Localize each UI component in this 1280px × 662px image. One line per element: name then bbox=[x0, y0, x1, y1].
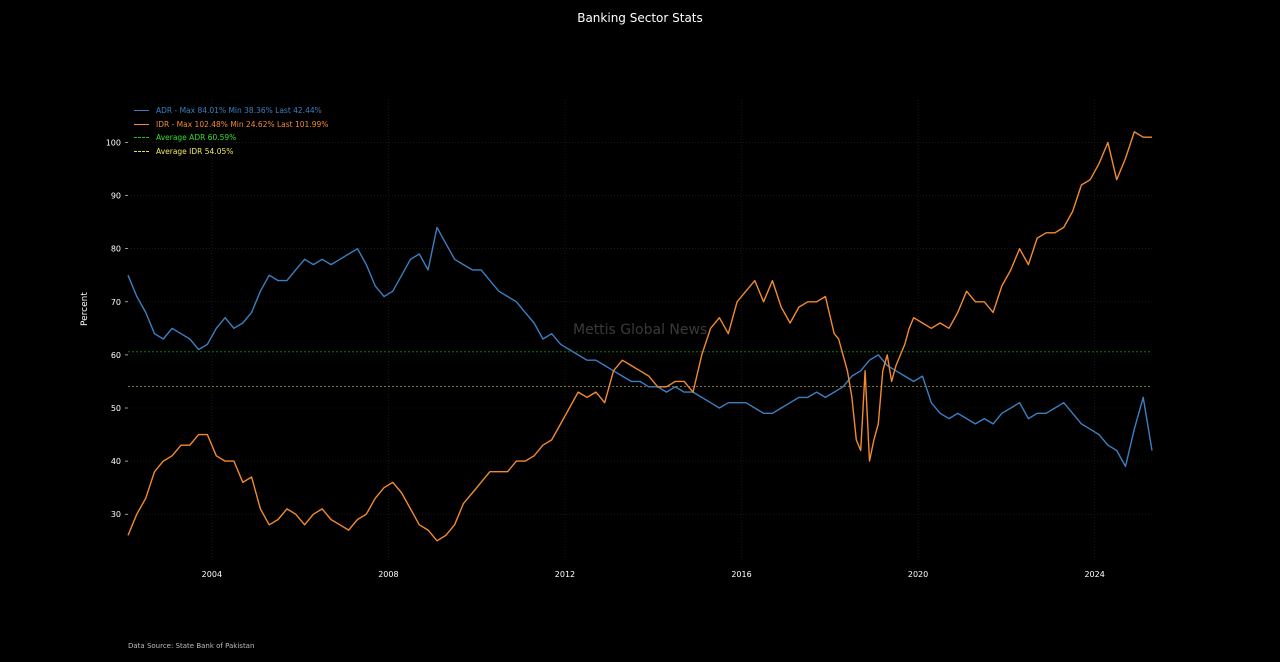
average-lines bbox=[128, 351, 1152, 387]
y-tick-label: 100 bbox=[106, 138, 121, 147]
adr-line bbox=[127, 226, 1153, 468]
legend-entry-average-idr: Average IDR 54.05% bbox=[134, 145, 328, 159]
x-tick-label: 2020 bbox=[908, 570, 928, 579]
y-tick-label: 90 bbox=[111, 192, 121, 201]
x-tick-label: 2004 bbox=[202, 570, 222, 579]
legend: ADR - Max 84.01% Min 38.36% Last 42.44% … bbox=[134, 104, 328, 158]
x-axis-ticks: 2004 2008 2012 2016 2020 2024 bbox=[202, 570, 1105, 579]
x-tick-label: 2016 bbox=[731, 570, 751, 579]
chart-title: Banking Sector Stats bbox=[577, 11, 703, 25]
legend-label-average-idr: Average IDR 54.05% bbox=[156, 146, 234, 156]
legend-label-average-adr: Average ADR 60.59% bbox=[156, 133, 237, 142]
legend-swatch-average-adr bbox=[134, 137, 149, 139]
series-lines bbox=[127, 131, 1153, 542]
legend-entry-average-adr: Average ADR 60.59% bbox=[134, 131, 328, 145]
legend-label-idr: IDR - Max 102.48% Min 24.62% Last 101.99… bbox=[156, 119, 329, 129]
y-tick-label: 50 bbox=[111, 404, 121, 413]
y-axis-label: Percent bbox=[80, 292, 90, 326]
y-tick-label: 30 bbox=[111, 510, 121, 519]
legend-entry-idr: IDR - Max 102.48% Min 24.62% Last 101.99… bbox=[134, 118, 328, 132]
watermark: Mettis Global News bbox=[573, 322, 708, 338]
x-tick-label: 2024 bbox=[1084, 570, 1104, 579]
y-tick-label: 70 bbox=[111, 298, 121, 307]
idr-line bbox=[127, 131, 1152, 542]
y-tick-label: 80 bbox=[111, 245, 121, 254]
legend-label-adr: ADR - Max 84.01% Min 38.36% Last 42.44% bbox=[156, 106, 322, 115]
legend-swatch-idr bbox=[134, 123, 149, 125]
legend-swatch-average-idr bbox=[134, 150, 149, 152]
data-source-note: Data Source: State Bank of Pakistan bbox=[128, 642, 255, 650]
x-tick-label: 2008 bbox=[378, 570, 398, 579]
y-axis-ticks: 30 40 50 60 70 80 90 100 bbox=[106, 138, 128, 519]
legend-swatch-adr bbox=[134, 110, 149, 112]
y-tick-label: 60 bbox=[111, 351, 121, 360]
legend-entry-adr: ADR - Max 84.01% Min 38.36% Last 42.44% bbox=[134, 104, 328, 118]
x-tick-label: 2012 bbox=[555, 570, 575, 579]
y-tick-label: 40 bbox=[111, 457, 121, 466]
